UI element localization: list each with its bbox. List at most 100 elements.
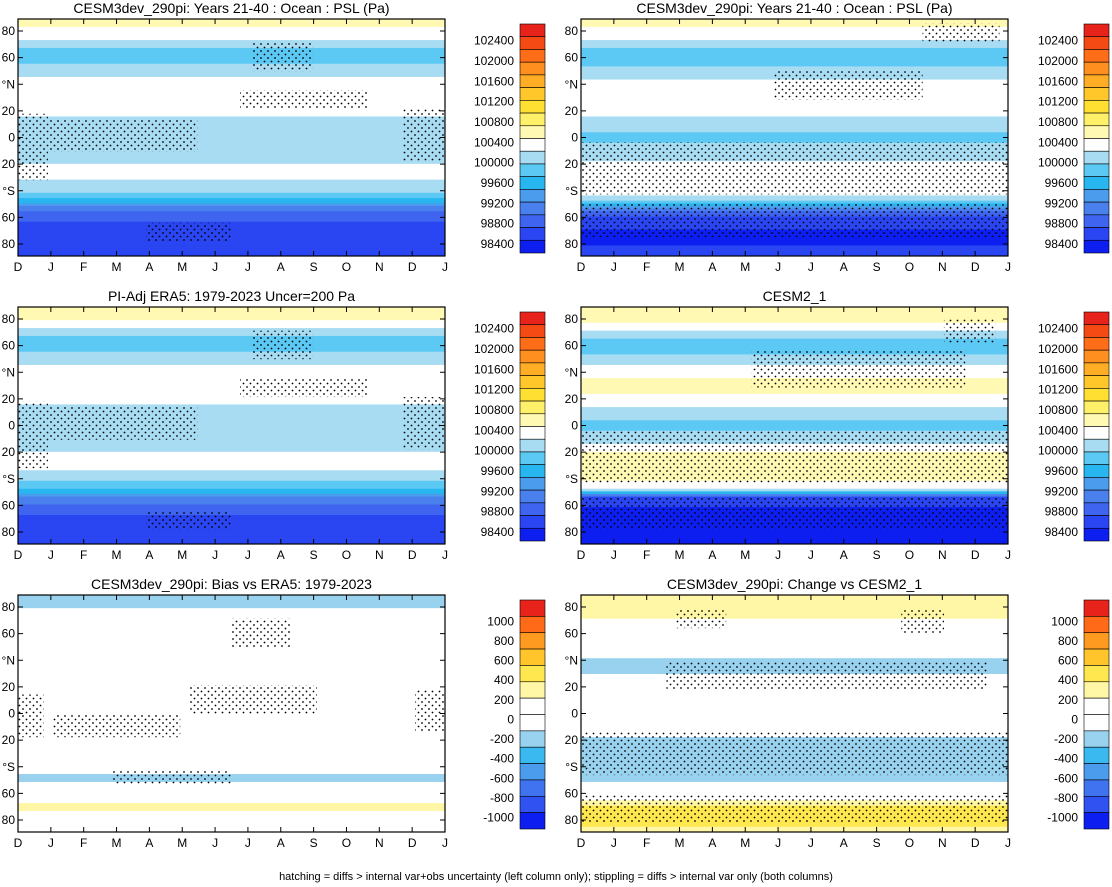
x-tick-label: A [840,836,848,850]
colorbar-label: 98800 [1045,505,1079,519]
x-tick-label: F [643,836,650,850]
heatmap-band [581,29,1008,33]
heatmap-band [581,610,1008,615]
chart-panel-3: PI-Adj ERA5: 1979-2023 Uncer=200 Pa D J F M A… [2,288,546,562]
colorbar-box [1083,763,1110,781]
heatmap-band [581,98,1008,102]
heatmap-band [18,116,445,120]
colorbar-label: 98400 [481,525,515,539]
heatmap-band [18,724,445,728]
heatmap-band [18,605,445,609]
heatmap-band [581,50,1008,54]
stipple-region [666,661,987,690]
colorbar-label: 101200 [1038,95,1078,109]
heatmap-band [18,87,445,91]
y-tick-label: 20 [2,157,16,171]
colorbar-label: 98800 [481,217,515,231]
x-tick-label: S [310,260,318,274]
heatmap-band [581,784,1008,788]
heatmap-band [581,346,1008,350]
heatmap-band [581,253,1008,256]
colorbar-box [519,648,546,666]
x-tick-label: M [675,548,685,562]
colorbar-label: 100800 [1038,115,1078,129]
heatmap-band [18,66,445,70]
colorbar-label: 99200 [481,196,515,210]
heatmap-band [18,541,445,544]
colorbar-box [1083,87,1110,101]
heatmap-band [18,404,445,408]
heatmap-band [18,436,445,440]
x-tick-label: D [577,836,586,850]
y-tick-label: 60 [565,627,579,641]
colorbar-box [1083,779,1110,797]
heatmap-band [18,650,445,654]
x-tick-label: J [442,260,448,274]
heatmap-band [18,465,445,469]
heatmap-band [581,645,1008,649]
heatmap-band [581,420,1008,424]
x-tick-label: N [938,548,947,562]
y-tick-label: °N [565,653,578,667]
colorbar-label: 102400 [474,322,514,336]
heatmap-band [581,631,1008,636]
heatmap-band [581,530,1008,535]
colorbar-box [1083,746,1110,764]
colorbar-label: 100000 [474,444,514,458]
x-tick-label: D [577,548,586,562]
stipple-region [146,510,232,530]
colorbar-box [1083,464,1110,478]
figure-canvas: CESM3dev_290pi: Years 21-40 : Ocean : PS… [2,0,1110,850]
heatmap-band [581,705,1008,709]
heatmap-band [18,121,445,125]
colorbar-label: 98400 [1045,525,1079,539]
heatmap-band [18,32,445,36]
colorbar-label: 99600 [481,464,515,478]
heatmap-band [18,491,445,495]
y-tick-label: 80 [2,813,16,827]
heatmap-band [581,409,1008,413]
heatmap-band [18,658,445,662]
colorbar-box [519,189,546,203]
heatmap-band [18,171,445,175]
colorbar-label: 100400 [474,135,514,149]
x-tick-label: S [873,548,881,562]
heatmap-band [18,195,445,199]
colorbar-label: 100000 [1038,156,1078,170]
colorbar-label: 102400 [1038,34,1078,48]
heatmap-band [18,652,445,657]
colorbar-box [519,400,546,415]
heatmap-band [18,655,445,659]
heatmap-band [18,597,445,601]
stipple-region [18,694,44,738]
heatmap-band [18,430,445,434]
heatmap-band [18,671,445,675]
heatmap-band [18,760,445,765]
heatmap-band [18,330,445,334]
heatmap-band [581,597,1008,601]
y-tick-label: °N [2,653,15,667]
heatmap-band [581,45,1008,49]
y-tick-label: 20 [2,392,16,406]
heatmap-band [18,45,445,49]
heatmap-band [18,504,445,508]
stipple-region [581,732,1008,776]
heatmap-band [18,602,445,607]
heatmap-band [581,320,1008,324]
colorbar-box [519,795,546,813]
colorbar-label: -800 [1054,791,1078,805]
heatmap-band [18,378,445,382]
colorbar-box [1083,214,1110,228]
colorbar-label: 600 [494,654,514,668]
colorbar-box [1083,502,1110,516]
colorbar-box [519,616,546,634]
x-tick-label: O [342,548,351,562]
heatmap-band [581,322,1008,327]
x-tick-label: F [643,548,650,562]
x-tick-label: S [873,836,881,850]
heatmap-band [581,386,1008,390]
heatmap-band [18,758,445,762]
stipple-region [901,609,944,633]
heatmap-band [18,478,445,482]
heatmap-band [581,425,1008,429]
